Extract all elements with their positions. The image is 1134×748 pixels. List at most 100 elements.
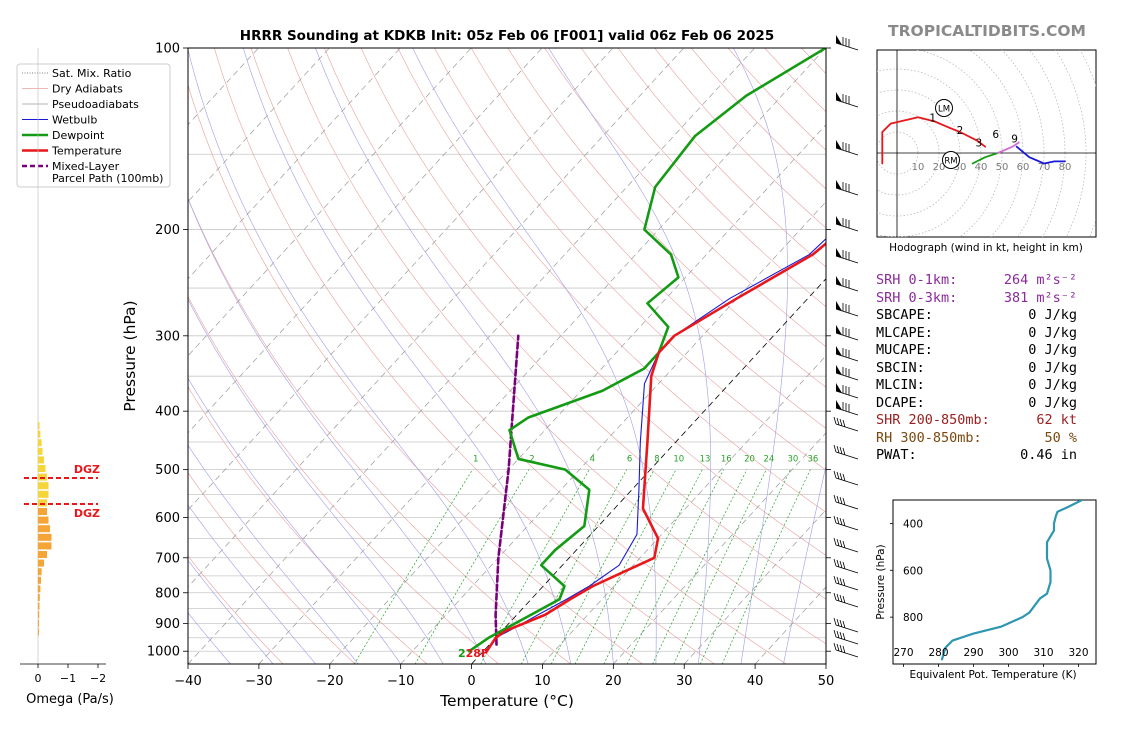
index-label: RH 300-850mb: (876, 429, 982, 446)
skewt-x-tick-label: 0 (467, 674, 475, 689)
hodograph-ring-label: 60 (1017, 162, 1030, 173)
mix-ratio-label: 16 (721, 454, 732, 464)
pseudoadiabat (188, 298, 444, 664)
dewpoint-line (467, 48, 826, 653)
skewt-frame (187, 47, 827, 665)
hodograph-height-label: 3 (976, 138, 983, 150)
dry-adiabat (470, 48, 826, 429)
hodograph-ring-label: 70 (1038, 162, 1051, 173)
mix-ratio-label: 10 (673, 454, 684, 464)
index-value: 0 J/kg (1028, 377, 1077, 393)
omega-bar (38, 430, 41, 438)
pseudoadiabat (188, 48, 529, 664)
hodograph-ring-label: 40 (975, 162, 988, 173)
omega-bar (38, 422, 40, 429)
pseudoadiabat (188, 444, 359, 664)
skewt-x-tick-label: 40 (747, 674, 764, 689)
legend-label: Parcel Path (100mb) (52, 172, 163, 185)
hodograph-ring-label: 50 (996, 162, 1009, 173)
omega-bar (38, 628, 39, 636)
pseudoadiabat (188, 197, 487, 664)
index-row-shr: SHR 200-850mb: 62 kt (876, 412, 1077, 430)
theta-e-panel: 270 280 290 300 310 320 400 600 800 Equivalent … (875, 499, 1097, 681)
watermark: TROPICALTIDBITS.COM (888, 22, 1086, 40)
omega-bar (38, 585, 41, 593)
dry-adiabat (250, 48, 787, 664)
legend-label: Mixed-Layer (52, 160, 120, 173)
theta-y-tick-label: 800 (903, 612, 923, 624)
index-label: MUCAPE: (876, 342, 933, 358)
mix-ratio-label: 24 (763, 454, 774, 464)
skewt-y-label: Pressure (hPa) (121, 300, 139, 411)
pseudoadiabat (188, 504, 316, 664)
isobars (188, 48, 826, 664)
pseudoadiabat (783, 464, 826, 664)
sat-mix-ratio-line (353, 469, 473, 664)
index-label: SBCIN: (876, 359, 925, 376)
storm-motion-right: RM (942, 151, 960, 169)
theta-x-tick-label: 310 (1033, 647, 1053, 659)
omega-bar (38, 465, 46, 472)
omega-bar (38, 559, 44, 567)
theta-x-label: Equivalent Pot. Temperature (K) (909, 669, 1076, 681)
temperature-line (485, 241, 826, 653)
legend-label: Sat. Mix. Ratio (52, 67, 132, 80)
skewt-x-ticks: −40 −30 −20 −10 0 10 20 30 40 50 (174, 664, 834, 689)
omega-bar (38, 508, 47, 515)
legend-label: Dewpoint (52, 129, 105, 142)
dry-adiabat (507, 48, 826, 388)
omega-bar (38, 482, 49, 490)
mix-ratio-label: 6 (627, 454, 632, 464)
omega-bar (38, 490, 49, 498)
omega-bar (38, 447, 43, 455)
pseudoadiabat (188, 377, 401, 664)
mix-ratio-labels: 1 2 4 6 8 10 13 16 20 24 30 36 (473, 454, 818, 464)
index-row-dcape: DCAPE: 0 J/kg (876, 395, 1077, 413)
omega-bar (38, 576, 41, 584)
storm-motion-left: LM (935, 99, 953, 117)
omega-bar (38, 533, 52, 541)
mix-ratio-label: 20 (744, 454, 755, 464)
index-label: MLCAPE: (876, 324, 933, 341)
hodograph-segment (996, 141, 1020, 154)
index-label: SBCAPE: (876, 307, 933, 323)
legend-label: Temperature (51, 145, 122, 158)
hodograph-ring-label: 20 (933, 162, 946, 173)
dry-adiabat (188, 386, 428, 664)
pseudoadiabat (242, 48, 572, 664)
dry-adiabat (324, 48, 826, 600)
pseudoadiabat (733, 48, 788, 664)
index-row-mlcape: MLCAPE: 0 J/kg (876, 325, 1077, 343)
sat-mix-ratio-line (574, 469, 677, 664)
mix-ratio-label: 30 (788, 454, 799, 464)
index-value: 62 kt (1036, 412, 1077, 428)
skewt-y-tick-label: 900 (155, 617, 180, 632)
omega-bar (38, 499, 47, 507)
rm-marker: RM (944, 157, 957, 167)
hodograph-height-labels: 1 236 9 (929, 112, 1018, 149)
index-row-mlcin: MLCIN: 0 J/kg (876, 377, 1077, 395)
sat-mix-ratio-line (699, 469, 791, 664)
omega-x-ticks: 0 −1 −2 (35, 664, 106, 685)
skewt-background: 1 2 4 6 8 10 13 16 20 24 30 36 (188, 48, 826, 664)
hodograph-ring-labels: 10 20 30 40 50 60 70 80 (912, 162, 1072, 173)
dry-adiabat (188, 472, 356, 664)
skewt-y-tick-label: 800 (155, 586, 180, 601)
skewt-x-tick-label: −20 (316, 674, 343, 689)
dry-adiabats (188, 48, 826, 664)
sat-mix-ratio-line (721, 469, 811, 664)
index-row-srh-1: SRH 0-1km: 264 m²s⁻² (876, 272, 1077, 290)
theta-y-label: Pressure (hPa) (875, 544, 887, 619)
omega-panel: DGZ DGZ 0 −1 −2 Omega (Pa/s) (20, 48, 114, 707)
theta-y-tick-label: 400 (903, 518, 923, 530)
index-row-rh: RH 300-850mb: 50 % (876, 430, 1077, 448)
index-label: MLCIN: (876, 377, 925, 393)
pseudoadiabats (188, 48, 826, 664)
theta-x-tick-label: 320 (1068, 647, 1088, 659)
hodograph-ring-label: 30 (954, 162, 967, 173)
wetbulb-line (484, 238, 826, 652)
omega-bar (38, 611, 40, 619)
parcel-path-line (494, 334, 520, 646)
skewt-y-tick-label: 600 (155, 511, 180, 526)
sat-mix-ratio-line (673, 469, 767, 664)
